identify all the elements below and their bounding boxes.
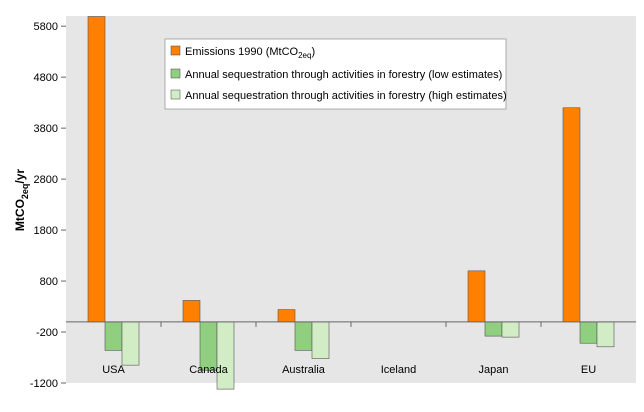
- y-tick-label: -200: [36, 327, 58, 339]
- y-tick-label: 1800: [34, 225, 58, 237]
- y-axis-label: MtCO2eq/yr: [13, 169, 30, 232]
- category-label-australia: Australia: [282, 364, 326, 376]
- bar-japan-series-0: [467, 270, 486, 323]
- bar-eu-series-2: [596, 321, 615, 348]
- y-tick-label: -1200: [30, 378, 58, 390]
- legend-label-low: Annual sequestration through activities …: [185, 69, 502, 81]
- category-label-japan: Japan: [479, 364, 509, 376]
- category-labels: USA Canada Australia Iceland Japan EU: [102, 321, 596, 376]
- legend-label-emissions-tail: ): [311, 46, 315, 58]
- y-axis-ticks: -1200 -200 800 1800 2800 3800 4800 5800: [30, 21, 66, 390]
- legend-label-emissions-sub: 2eq: [298, 51, 311, 60]
- y-tick-label: 2800: [34, 174, 58, 186]
- legend: Emissions 1990 (MtCO2eq) Annual sequestr…: [164, 38, 507, 110]
- y-tick-label: 3800: [34, 123, 58, 135]
- category-label-canada: Canada: [189, 364, 228, 376]
- category-label-iceland: Iceland: [381, 364, 416, 376]
- legend-label-emissions: Emissions 1990 (MtCO2eq): [185, 46, 315, 60]
- bar-usa-series-2: [121, 321, 140, 366]
- category-label-eu: EU: [581, 364, 596, 376]
- legend-box: [164, 38, 507, 110]
- y-axis-label-sub: 2eq: [20, 184, 30, 200]
- bar-australia-series-2: [311, 321, 330, 359]
- y-tick-label: 800: [40, 276, 58, 288]
- legend-swatch-low: [170, 68, 181, 79]
- bar-japan-series-2: [501, 321, 520, 338]
- legend-label-high: Annual sequestration through activities …: [185, 90, 507, 102]
- bar-canada-series-2: [216, 321, 235, 390]
- y-axis-label-base: MtCO: [13, 199, 27, 231]
- y-tick-label: 5800: [34, 21, 58, 33]
- bar-usa-series-1: [104, 321, 123, 351]
- bar-usa-series-0: [87, 16, 106, 323]
- legend-swatch-high: [170, 89, 181, 100]
- bar-australia-series-0: [277, 309, 296, 323]
- bar-australia-series-1: [294, 321, 313, 351]
- y-tick-label: 4800: [34, 72, 58, 84]
- bar-canada-series-0: [182, 300, 201, 323]
- bar-eu-series-0: [562, 107, 581, 323]
- y-axis-label-tail: /yr: [13, 169, 27, 184]
- bar-japan-series-1: [484, 321, 503, 337]
- bar-eu-series-1: [579, 321, 598, 344]
- legend-label-emissions-base: Emissions 1990 (MtCO: [185, 46, 299, 58]
- bar-canada-series-1: [199, 321, 218, 371]
- category-label-usa: USA: [102, 364, 125, 376]
- legend-swatch-emissions: [170, 45, 181, 56]
